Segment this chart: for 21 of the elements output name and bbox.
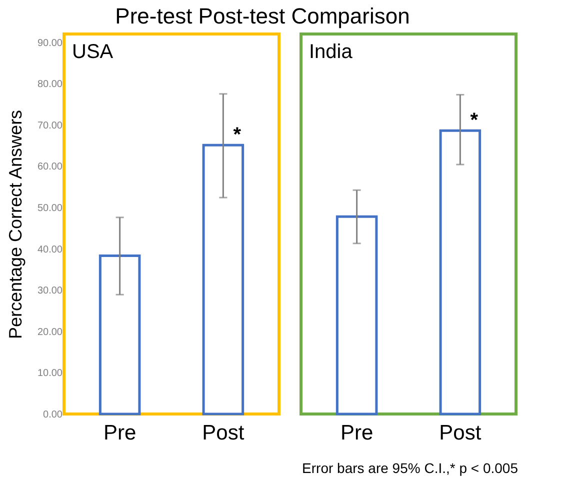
- x-tick-label: Pre: [340, 422, 374, 444]
- y-tick-label: 20.00: [37, 326, 63, 338]
- y-tick-label: 10.00: [37, 368, 63, 380]
- y-tick-label: 70.00: [37, 120, 63, 132]
- y-tick-label: 60.00: [37, 162, 63, 173]
- annotation: *: [233, 124, 242, 146]
- annotation: *: [470, 110, 478, 132]
- y-tick-label: 90.00: [37, 38, 63, 49]
- annotation: USA: [72, 41, 114, 63]
- x-tick-label: Post: [439, 422, 482, 444]
- x-tick-label: Pre: [103, 422, 136, 444]
- y-tick-label: 40.00: [37, 244, 63, 256]
- annotation: India: [309, 41, 354, 63]
- chart-title: Pre-test Post-test Comparison: [115, 4, 410, 28]
- y-tick-label: 0.00: [43, 410, 63, 420]
- y-tick-label: 30.00: [37, 286, 63, 297]
- y-tick-label: 50.00: [37, 202, 63, 214]
- y-tick-label: 80.00: [37, 79, 63, 90]
- y-axis-title: Percentage Correct Answers: [5, 110, 26, 340]
- text: Error bars are 95% C.I.,* p < 0.005: [302, 460, 518, 476]
- x-tick-label: Post: [202, 422, 244, 444]
